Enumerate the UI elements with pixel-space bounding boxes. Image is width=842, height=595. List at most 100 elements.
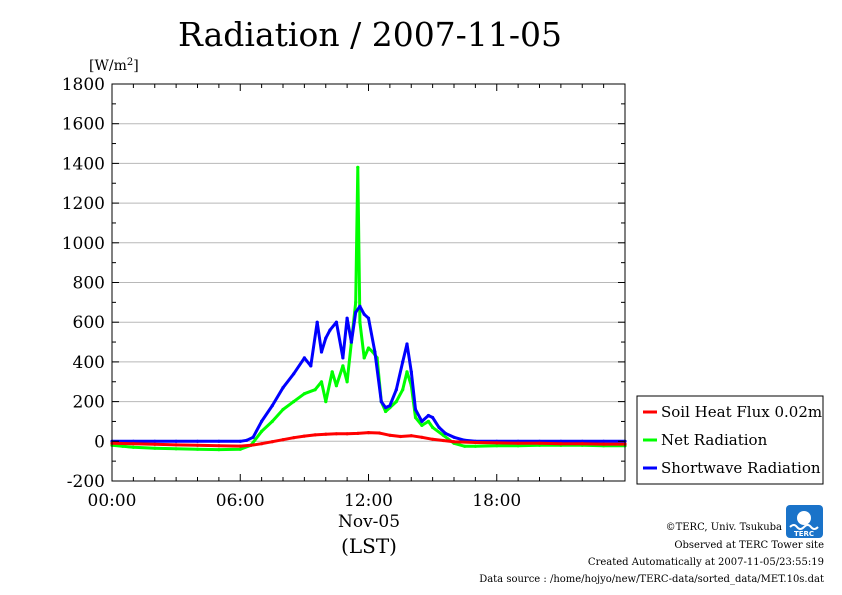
series-point-net-radiation bbox=[292, 400, 296, 404]
legend-item-shortwave-radiation: Shortwave Radiation bbox=[643, 459, 821, 477]
series-point-net-radiation bbox=[260, 429, 264, 433]
series-point-shortwave-radiation bbox=[238, 439, 242, 443]
series-point-shortwave-radiation bbox=[309, 364, 313, 368]
series-point-soil-heat-flux-0-02m bbox=[441, 438, 445, 443]
series-point-shortwave-radiation bbox=[394, 388, 398, 392]
series-point-net-radiation bbox=[345, 380, 349, 384]
series-point-shortwave-radiation bbox=[270, 404, 274, 408]
legend-label-net-radiation: Net Radiation bbox=[661, 431, 768, 449]
grid-layer bbox=[112, 83, 625, 482]
series-point-soil-heat-flux-0-02m bbox=[388, 433, 392, 437]
source-text: Data source : /home/hojyo/new/TERC-data/… bbox=[479, 574, 824, 585]
series-point-net-radiation bbox=[217, 448, 221, 452]
y-tick-label: 1400 bbox=[62, 154, 105, 174]
series-point-net-radiation bbox=[495, 444, 499, 448]
x-tick-label: 12:00 bbox=[344, 491, 393, 511]
series-point-soil-heat-flux-0-02m bbox=[452, 440, 456, 444]
series-point-soil-heat-flux-0-02m bbox=[174, 443, 178, 447]
series-point-soil-heat-flux-0-02m bbox=[399, 434, 403, 439]
series-point-shortwave-radiation bbox=[388, 404, 392, 408]
series-point-shortwave-radiation bbox=[345, 316, 349, 320]
terc-logo-wave-icon bbox=[789, 524, 819, 530]
series-point-net-radiation bbox=[270, 419, 274, 423]
x-tick-label: 18:00 bbox=[472, 491, 521, 511]
series-point-shortwave-radiation bbox=[174, 439, 178, 443]
legend: Soil Heat Flux 0.02m Net Radiation Short… bbox=[636, 395, 824, 485]
legend-label-shortwave-radiation: Shortwave Radiation bbox=[661, 459, 821, 477]
series-point-shortwave-radiation bbox=[413, 407, 418, 412]
legend-box bbox=[636, 395, 824, 485]
legend-item-net-radiation: Net Radiation bbox=[643, 431, 768, 449]
series-point-shortwave-radiation bbox=[195, 439, 200, 443]
series-point-net-radiation bbox=[358, 320, 362, 324]
series-layer bbox=[110, 165, 627, 452]
series-point-shortwave-radiation bbox=[324, 336, 328, 340]
y-axis-unit-sup: 2 bbox=[127, 57, 133, 68]
y-axis-unit-close: ] bbox=[133, 58, 138, 74]
y-tick-label: 0 bbox=[94, 432, 105, 452]
series-point-shortwave-radiation bbox=[602, 439, 606, 443]
series-point-shortwave-radiation bbox=[431, 415, 435, 420]
y-tick-label: 1200 bbox=[62, 194, 105, 214]
series-point-shortwave-radiation bbox=[131, 439, 135, 443]
series-point-shortwave-radiation bbox=[580, 439, 584, 443]
series-point-soil-heat-flux-0-02m bbox=[431, 437, 435, 441]
series-point-soil-heat-flux-0-02m bbox=[131, 442, 135, 446]
series-point-net-radiation bbox=[319, 380, 324, 384]
series-point-shortwave-radiation bbox=[341, 356, 345, 360]
series-point-net-radiation bbox=[384, 409, 388, 414]
y-tick-label: 400 bbox=[73, 353, 105, 373]
series-point-soil-heat-flux-0-02m bbox=[559, 442, 563, 446]
series-line-soil-heat-flux-0-02m bbox=[110, 431, 627, 448]
series-point-soil-heat-flux-0-02m bbox=[473, 440, 477, 445]
series-point-shortwave-radiation bbox=[405, 342, 409, 346]
series-line-net-radiation bbox=[110, 165, 627, 452]
x-axis-label: (LST) bbox=[341, 534, 397, 558]
series-point-soil-heat-flux-0-02m bbox=[313, 433, 317, 437]
series-point-shortwave-radiation bbox=[559, 439, 563, 443]
series-point-shortwave-radiation bbox=[362, 312, 366, 316]
series-point-soil-heat-flux-0-02m bbox=[537, 441, 542, 445]
series-point-net-radiation bbox=[238, 447, 242, 451]
x-tick-label: 06:00 bbox=[216, 491, 265, 511]
series-point-shortwave-radiation bbox=[251, 435, 255, 439]
series-point-shortwave-radiation bbox=[437, 425, 441, 429]
series-point-net-radiation bbox=[281, 407, 285, 412]
series-point-soil-heat-flux-0-02m bbox=[302, 434, 306, 438]
series-point-soil-heat-flux-0-02m bbox=[495, 441, 499, 445]
series-point-shortwave-radiation bbox=[354, 310, 358, 314]
series-point-net-radiation bbox=[334, 384, 338, 388]
series-point-soil-heat-flux-0-02m bbox=[260, 442, 264, 446]
series-point-net-radiation bbox=[431, 425, 435, 429]
series-point-shortwave-radiation bbox=[373, 350, 377, 354]
legend-label-soil-heat-flux: Soil Heat Flux 0.02m bbox=[661, 403, 822, 421]
series-point-net-radiation bbox=[463, 444, 467, 448]
series-point-shortwave-radiation bbox=[281, 386, 285, 390]
series-point-soil-heat-flux-0-02m bbox=[324, 432, 328, 436]
y-tick-label: -200 bbox=[67, 472, 105, 492]
series-point-shortwave-radiation bbox=[328, 328, 332, 332]
series-point-net-radiation bbox=[153, 446, 157, 450]
series-point-shortwave-radiation bbox=[384, 406, 388, 410]
series-point-net-radiation bbox=[362, 356, 366, 360]
series-point-shortwave-radiation bbox=[292, 372, 296, 376]
chart-title: Radiation / 2007-11-05 bbox=[178, 15, 562, 54]
series-point-net-radiation bbox=[366, 346, 371, 350]
terc-logo-text: TERC bbox=[794, 530, 814, 538]
series-point-net-radiation bbox=[121, 444, 125, 448]
terc-logo-drop-icon bbox=[797, 511, 811, 525]
series-point-soil-heat-flux-0-02m bbox=[281, 438, 285, 442]
series-point-net-radiation bbox=[516, 444, 520, 448]
legend-item-soil-heat-flux: Soil Heat Flux 0.02m bbox=[643, 403, 822, 421]
series-point-soil-heat-flux-0-02m bbox=[366, 431, 371, 435]
x-date-label: Nov-05 bbox=[338, 512, 400, 532]
series-point-net-radiation bbox=[356, 165, 360, 169]
series-point-soil-heat-flux-0-02m bbox=[153, 442, 157, 446]
axis-layer: -200 0 200 400 600 800 1000 1200 1400 1600 1800 00:… bbox=[62, 75, 625, 511]
series-point-shortwave-radiation bbox=[379, 400, 383, 404]
series-point-shortwave-radiation bbox=[217, 439, 221, 443]
series-point-soil-heat-flux-0-02m bbox=[377, 431, 381, 435]
series-point-net-radiation bbox=[330, 370, 334, 374]
series-point-shortwave-radiation bbox=[302, 356, 306, 360]
